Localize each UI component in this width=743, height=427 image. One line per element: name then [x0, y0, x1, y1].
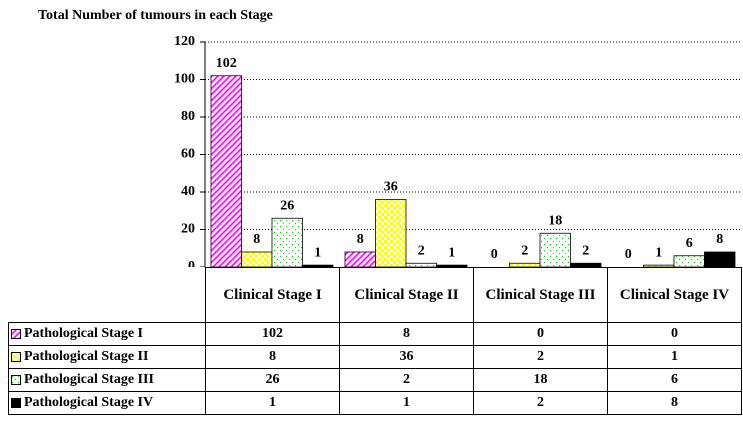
table-value: 8	[339, 322, 474, 346]
table-row: Pathological Stage II 8 36 2 1	[8, 345, 742, 369]
legend-entry: Pathological Stage IV	[8, 391, 206, 415]
legend-marker	[11, 397, 21, 408]
table-row: Pathological Stage IV 1 1 2 8	[8, 391, 742, 415]
data-label: 1	[655, 245, 662, 260]
legend-marker	[11, 351, 21, 362]
table-row: Pathological Stage I 102 8 0 0	[8, 322, 742, 346]
data-label: 18	[548, 213, 562, 228]
legend-marker	[11, 328, 21, 339]
category-label: Clinical Stage III	[473, 267, 608, 323]
category-label: Clinical Stage II	[339, 267, 474, 323]
data-table: Clinical Stage I Clinical Stage II Clinica…	[8, 267, 742, 415]
y-tick-label: 0	[188, 259, 195, 267]
bar	[539, 232, 571, 267]
legend-entry: Pathological Stage II	[8, 345, 206, 369]
legend-label: Pathological Stage III	[24, 372, 154, 387]
data-label: 2	[582, 243, 589, 258]
y-tick-label: 40	[181, 184, 195, 199]
bar	[344, 251, 376, 267]
data-label: 6	[686, 236, 693, 251]
bar	[302, 264, 334, 267]
table-value: 102	[205, 322, 340, 346]
legend-marker	[11, 374, 21, 385]
data-label: 0	[491, 247, 498, 262]
legend-entry: Pathological Stage III	[8, 368, 206, 392]
table-value: 2	[473, 391, 608, 415]
bar	[375, 199, 407, 267]
bar	[570, 262, 602, 267]
data-label: 8	[253, 232, 260, 247]
chart: Total Number of tumours in each Stage 0 2…	[38, 8, 741, 267]
legend-label: Pathological Stage IV	[24, 395, 154, 410]
data-label: 1	[448, 245, 455, 260]
table-value: 36	[339, 345, 474, 369]
y-tick-label: 100	[174, 72, 195, 87]
table-value: 8	[205, 345, 340, 369]
chart-title: Total Number of tumours in each Stage	[38, 8, 273, 23]
data-label: 1	[314, 245, 321, 260]
legend-entry: Pathological Stage I	[8, 322, 206, 346]
table-value: 1	[607, 345, 742, 369]
table-row: Clinical Stage I Clinical Stage II Clinica…	[9, 267, 742, 323]
bar	[210, 75, 242, 267]
data-label: 2	[418, 243, 425, 258]
y-tick-label: 60	[181, 147, 195, 162]
y-tick-label: 80	[181, 109, 195, 124]
table-value: 26	[205, 368, 340, 392]
bar	[241, 251, 273, 267]
table-row: Pathological Stage III 26 2 18 6	[8, 368, 742, 392]
bar	[704, 251, 736, 267]
table-value: 0	[473, 322, 608, 346]
bar	[436, 264, 468, 267]
legend-label: Pathological Stage II	[24, 349, 149, 364]
y-tick-label: 120	[174, 34, 195, 49]
table-value: 6	[607, 368, 742, 392]
table-value: 18	[473, 368, 608, 392]
data-label: 0	[625, 247, 632, 262]
bar	[673, 255, 705, 267]
legend-label: Pathological Stage I	[24, 326, 143, 341]
table-corner	[9, 268, 206, 323]
data-label: 36	[384, 180, 398, 195]
data-label: 8	[716, 232, 723, 247]
data-label: 8	[357, 232, 364, 247]
category-label: Clinical Stage I	[205, 267, 340, 323]
bar	[271, 217, 303, 267]
table-value: 8	[607, 391, 742, 415]
data-label: 26	[280, 198, 294, 213]
y-tick-label: 20	[181, 222, 195, 237]
table-value: 1	[339, 391, 474, 415]
table-value: 0	[607, 322, 742, 346]
data-label: 2	[521, 243, 528, 258]
table-value: 2	[339, 368, 474, 392]
data-label: 102	[216, 56, 237, 71]
category-label: Clinical Stage IV	[607, 267, 742, 323]
table-value: 2	[473, 345, 608, 369]
table-value: 1	[205, 391, 340, 415]
